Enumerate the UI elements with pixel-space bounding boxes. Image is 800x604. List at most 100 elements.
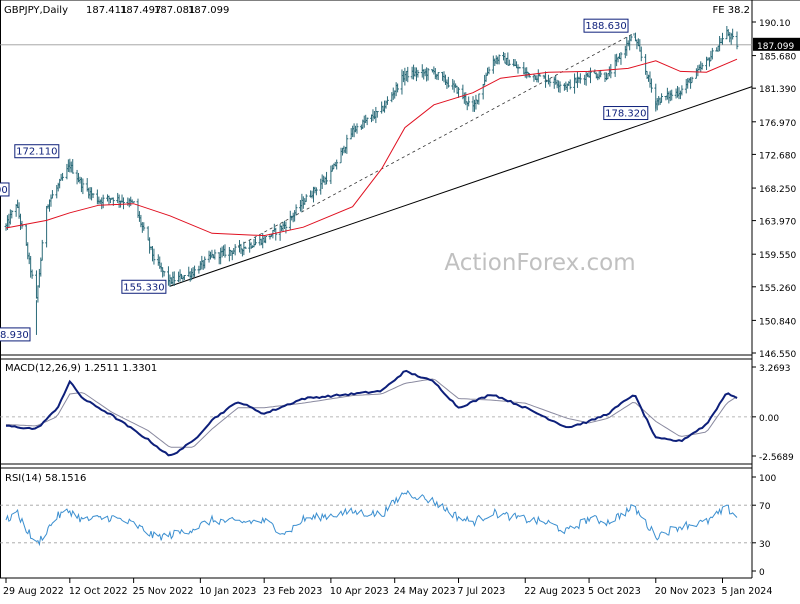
rsi-y-tick-label: 100 xyxy=(759,474,776,484)
price-y-tick-label: 168.250 xyxy=(759,185,796,195)
price-bar xyxy=(101,194,105,209)
price-bar xyxy=(223,244,227,258)
price-bar xyxy=(457,87,460,98)
price-bar xyxy=(51,190,54,199)
price-bar xyxy=(558,81,562,93)
macd-line xyxy=(5,369,738,457)
price-bar xyxy=(345,134,349,154)
x-tick-label: 20 Nov 2023 xyxy=(655,586,716,597)
rsi-y-tick-label: 0 xyxy=(759,568,765,578)
price-label-box xyxy=(0,182,10,197)
price-bar xyxy=(639,46,643,62)
price-bar xyxy=(365,117,369,126)
price-label-box xyxy=(121,279,167,294)
price-label-box xyxy=(603,106,649,121)
price-bar xyxy=(325,171,328,185)
price-bar xyxy=(122,197,125,210)
price-bar xyxy=(314,187,318,196)
price-bar xyxy=(10,210,14,219)
price-bar xyxy=(274,227,278,241)
price-label-text: 172.110 xyxy=(16,147,57,158)
price-bar xyxy=(487,66,491,75)
price-bar xyxy=(568,79,572,90)
price-bar xyxy=(680,85,684,96)
price-bar xyxy=(660,93,663,103)
x-tick-label: 25 Nov 2022 xyxy=(133,586,194,597)
price-label-text: 155.330 xyxy=(123,282,164,293)
price-bar xyxy=(30,269,34,279)
price-label-text: 148.930 xyxy=(0,330,29,341)
price-bar xyxy=(203,256,207,269)
ohlc-open: 187.411 xyxy=(86,5,127,16)
price-bar xyxy=(731,28,735,40)
price-y-tick-label: 190.10 xyxy=(759,19,791,29)
price-bar xyxy=(670,89,674,101)
price-bar xyxy=(578,73,582,84)
price-y-tick-label: 163.970 xyxy=(759,218,796,228)
x-tick-label: 10 Apr 2023 xyxy=(330,586,389,597)
price-bar xyxy=(721,32,724,45)
trend-line xyxy=(169,86,753,287)
price-bar xyxy=(735,31,739,50)
price-bar xyxy=(548,78,552,87)
price-bar xyxy=(386,96,389,105)
price-bar xyxy=(538,73,542,77)
price-y-tick-label: 176.970 xyxy=(759,119,796,129)
ohlc-high: 187.497 xyxy=(120,5,161,16)
symbol-title: GBPJPY,Daily xyxy=(4,5,68,16)
price-bar xyxy=(690,76,694,84)
price-bar xyxy=(172,271,176,286)
x-tick-label: 24 May 2023 xyxy=(394,586,456,597)
price-bar xyxy=(81,178,85,195)
price-bar xyxy=(233,244,237,256)
price-bar xyxy=(61,172,64,181)
price-bar xyxy=(375,111,379,118)
fib-corner-label: FE 38.2 xyxy=(712,5,750,16)
price-y-tick-label: 150.840 xyxy=(759,317,796,327)
price-bar xyxy=(254,236,257,246)
price-bar xyxy=(589,67,592,84)
price-bar xyxy=(619,52,623,65)
price-label-box xyxy=(14,144,60,159)
price-bar xyxy=(477,93,481,105)
price-bar xyxy=(213,249,217,260)
x-tick-label: 22 Aug 2023 xyxy=(524,586,585,597)
price-y-tick-label: 181.390 xyxy=(759,85,796,95)
last-price-tag-text: 187.099 xyxy=(757,42,794,52)
last-price-tag: 187.099 xyxy=(753,37,800,52)
rsi-y-tick-label: 70 xyxy=(759,502,771,512)
price-bar xyxy=(700,62,704,70)
macd-signal-line xyxy=(5,378,738,448)
price-bar xyxy=(193,265,196,277)
price-bar xyxy=(264,235,268,244)
price-bar xyxy=(152,248,156,265)
x-tick-label: 5 Oct 2023 xyxy=(588,586,641,597)
price-bar xyxy=(335,159,339,170)
price-bar xyxy=(426,68,430,81)
ohlc-close: 187.099 xyxy=(188,5,229,16)
channel-dashed-line xyxy=(237,32,635,247)
watermark: ActionForex.com xyxy=(444,250,635,276)
price-bar xyxy=(162,270,166,277)
macd-title: MACD(12,26,9) 1.2511 1.3301 xyxy=(5,363,157,374)
price-bar xyxy=(710,47,714,60)
rsi-title: RSI(14) 58.1516 xyxy=(5,473,86,484)
moving-average-line xyxy=(5,58,738,237)
macd-y-tick-label: 0.00 xyxy=(759,414,779,424)
price-bar xyxy=(416,69,420,78)
price-bar xyxy=(71,159,75,174)
price-bar xyxy=(507,59,511,66)
x-tick-label: 10 Jan 2023 xyxy=(199,586,256,597)
price-bar xyxy=(355,123,359,134)
x-tick-label: 7 Jul 2023 xyxy=(458,586,506,597)
price-bar xyxy=(497,54,501,65)
price-bar xyxy=(629,34,633,42)
price-label-text: 188.630 xyxy=(585,21,626,32)
price-bar xyxy=(650,78,653,93)
x-tick-label: 29 Aug 2022 xyxy=(3,586,64,597)
price-bar xyxy=(406,66,410,83)
price-label-text: 178.320 xyxy=(605,109,646,120)
